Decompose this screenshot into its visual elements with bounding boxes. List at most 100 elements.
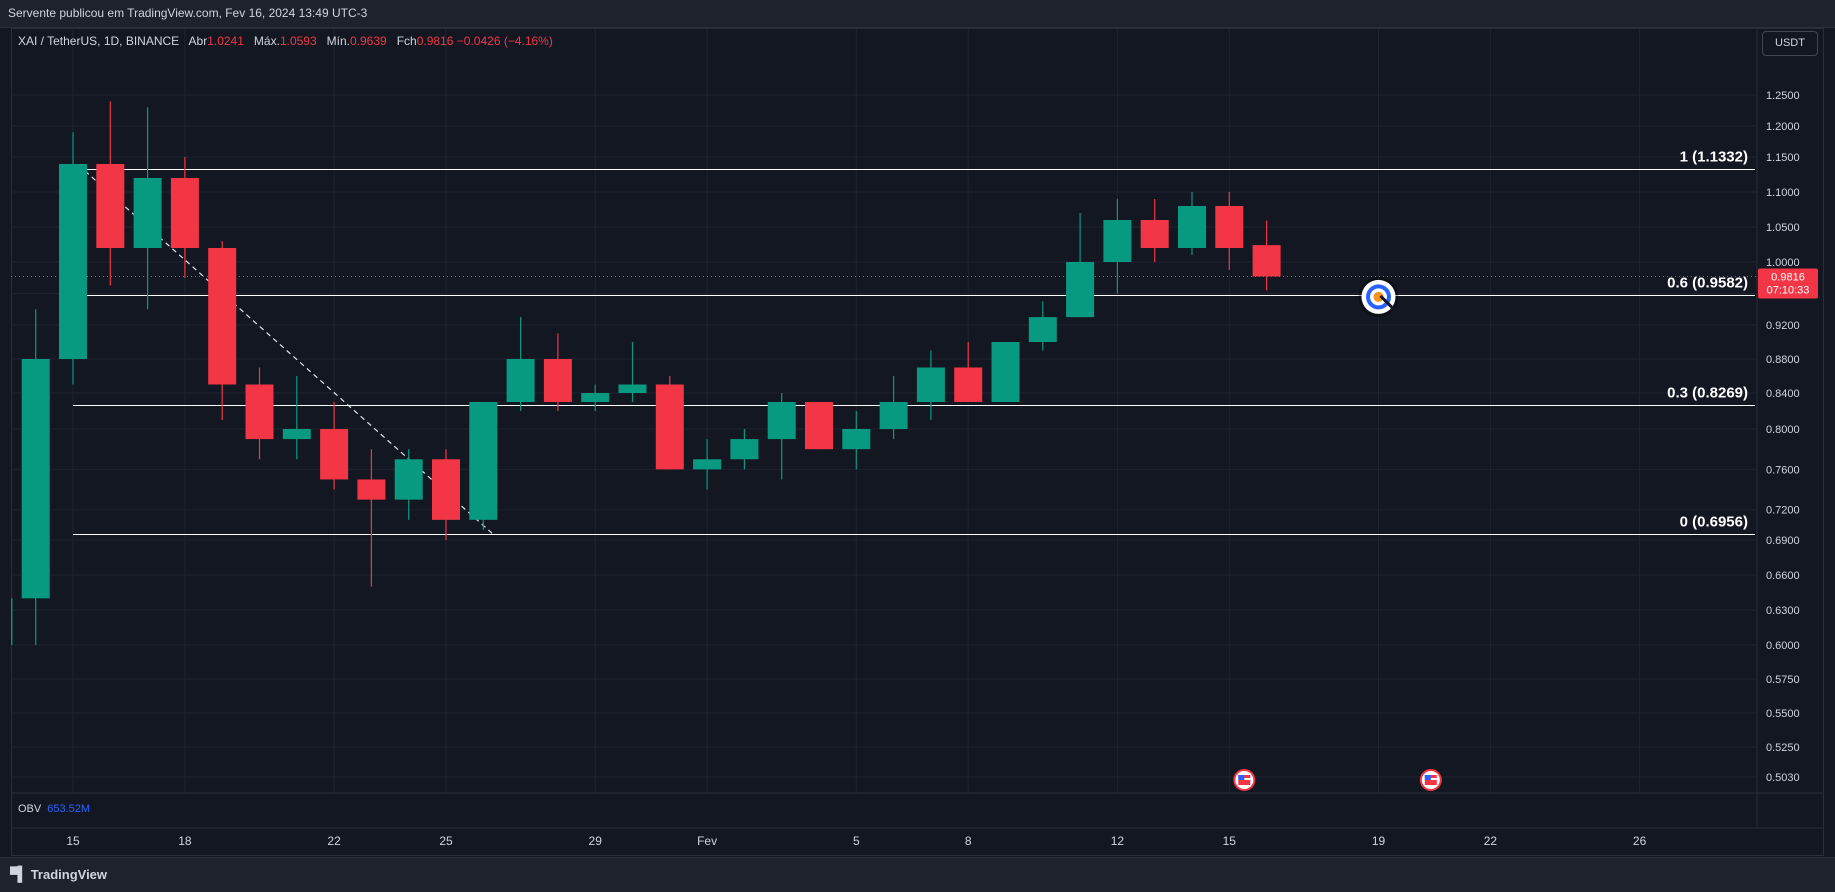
price-badge-countdown: 07:10:33 bbox=[1767, 284, 1810, 296]
candle[interactable] bbox=[1178, 192, 1206, 255]
y-tick-label: 0.6900 bbox=[1766, 535, 1800, 547]
candle[interactable] bbox=[730, 429, 759, 470]
x-tick-label: 26 bbox=[1633, 834, 1647, 848]
fib-level-label: 0 (0.6956) bbox=[1680, 514, 1748, 531]
x-tick-label: 15 bbox=[66, 834, 80, 848]
indicator-value: 653.52M bbox=[47, 803, 91, 815]
candle[interactable] bbox=[21, 309, 50, 645]
y-tick-label: 1.0500 bbox=[1766, 222, 1800, 234]
y-tick-label: 0.6600 bbox=[1766, 570, 1800, 582]
candle-body bbox=[469, 402, 498, 520]
candle-body bbox=[1215, 206, 1244, 248]
y-tick-label: 1.2000 bbox=[1766, 121, 1800, 133]
high-value: 1.0593 bbox=[279, 34, 317, 48]
candle-body bbox=[282, 429, 311, 440]
y-tick-label: 0.5030 bbox=[1766, 772, 1800, 784]
candle-body bbox=[1140, 220, 1169, 248]
y-tick-label: 1.2500 bbox=[1766, 90, 1800, 102]
target-icon[interactable] bbox=[1358, 276, 1399, 317]
x-tick-label: 29 bbox=[589, 834, 603, 848]
y-tick-label: 0.5250 bbox=[1766, 742, 1800, 754]
candle[interactable] bbox=[245, 367, 274, 460]
x-tick-label: 5 bbox=[853, 834, 860, 848]
y-tick-label: 0.9200 bbox=[1766, 320, 1800, 332]
chart-pane[interactable] bbox=[11, 28, 1824, 856]
candle[interactable] bbox=[991, 342, 1020, 402]
candle[interactable] bbox=[543, 333, 572, 412]
candle[interactable] bbox=[805, 402, 833, 450]
candle[interactable] bbox=[506, 317, 535, 411]
candle[interactable] bbox=[954, 342, 983, 402]
candle[interactable] bbox=[1252, 220, 1281, 291]
candle-body bbox=[1066, 262, 1095, 318]
brand[interactable]: ▀▍ TradingView bbox=[10, 866, 107, 883]
candle-body bbox=[1178, 206, 1206, 248]
candle[interactable] bbox=[1140, 199, 1169, 262]
candle[interactable] bbox=[916, 350, 945, 421]
low-value: 0.9639 bbox=[350, 34, 387, 48]
candle-body bbox=[842, 429, 871, 450]
x-tick-label: Fev bbox=[697, 834, 717, 848]
target-bullseye bbox=[1373, 291, 1384, 302]
currency-button[interactable]: USDT bbox=[1762, 31, 1818, 56]
candle[interactable] bbox=[96, 101, 125, 286]
candle[interactable] bbox=[432, 449, 460, 540]
candle[interactable] bbox=[394, 449, 423, 520]
candle[interactable] bbox=[618, 342, 647, 402]
candle[interactable] bbox=[469, 402, 498, 530]
candle[interactable] bbox=[320, 402, 349, 490]
candle-body bbox=[394, 459, 423, 500]
price-badge-value: 0.9816 bbox=[1771, 271, 1805, 283]
candle[interactable] bbox=[1215, 192, 1244, 270]
flag-canton bbox=[1424, 775, 1431, 780]
candle-body bbox=[432, 459, 460, 520]
candle[interactable] bbox=[282, 376, 311, 460]
candle[interactable] bbox=[767, 393, 796, 480]
candle[interactable] bbox=[0, 598, 13, 672]
candle-body bbox=[879, 402, 908, 429]
fib-level-label: 1 (1.1332) bbox=[1680, 149, 1748, 166]
candle-body bbox=[1252, 245, 1281, 277]
tradingview-logo-icon: ▀▍ bbox=[10, 866, 29, 882]
candle[interactable] bbox=[208, 241, 237, 420]
y-tick-label: 0.6000 bbox=[1766, 640, 1800, 652]
candle[interactable] bbox=[655, 376, 684, 470]
candle[interactable] bbox=[1103, 199, 1132, 294]
candle-body bbox=[655, 384, 684, 470]
candle-body bbox=[357, 479, 386, 500]
candle[interactable] bbox=[842, 411, 871, 470]
close-label: Fch bbox=[396, 34, 417, 48]
candle[interactable] bbox=[357, 449, 386, 587]
footer: ▀▍ TradingView bbox=[0, 857, 1835, 892]
candle-body bbox=[543, 359, 572, 402]
low-label: Mín. bbox=[326, 34, 350, 48]
symbol-name[interactable]: XAI / TetherUS, 1D, BINANCE bbox=[18, 34, 180, 48]
x-tick-label: 22 bbox=[327, 834, 341, 848]
us-event-icon[interactable] bbox=[1419, 769, 1442, 791]
candle[interactable] bbox=[879, 376, 908, 440]
candle[interactable] bbox=[170, 157, 199, 278]
candle-body bbox=[21, 359, 50, 599]
candle-body bbox=[506, 359, 535, 402]
candle[interactable] bbox=[1066, 213, 1095, 318]
candle-body bbox=[991, 342, 1020, 402]
candle-body bbox=[1028, 317, 1057, 342]
candle[interactable] bbox=[133, 107, 162, 310]
candle[interactable] bbox=[1028, 301, 1057, 351]
obv-legend: OBV 653.52M bbox=[18, 803, 90, 815]
x-tick-label: 8 bbox=[965, 834, 972, 848]
candle[interactable] bbox=[581, 384, 610, 412]
indicator-name[interactable]: OBV bbox=[18, 803, 42, 815]
symbol-legend: XAI / TetherUS, 1D, BINANCE Abr1.0241 Má… bbox=[18, 34, 553, 48]
y-tick-label: 0.8400 bbox=[1766, 388, 1800, 400]
candle[interactable] bbox=[59, 132, 87, 385]
y-tick-label: 0.5500 bbox=[1766, 708, 1800, 720]
high-label: Máx. bbox=[253, 34, 280, 48]
close-value: 0.9816 bbox=[416, 34, 454, 48]
candle-body bbox=[916, 367, 945, 402]
candle-body bbox=[730, 439, 759, 460]
candle-body bbox=[693, 459, 722, 470]
candle[interactable] bbox=[693, 439, 722, 490]
us-event-icon[interactable] bbox=[1233, 769, 1256, 791]
